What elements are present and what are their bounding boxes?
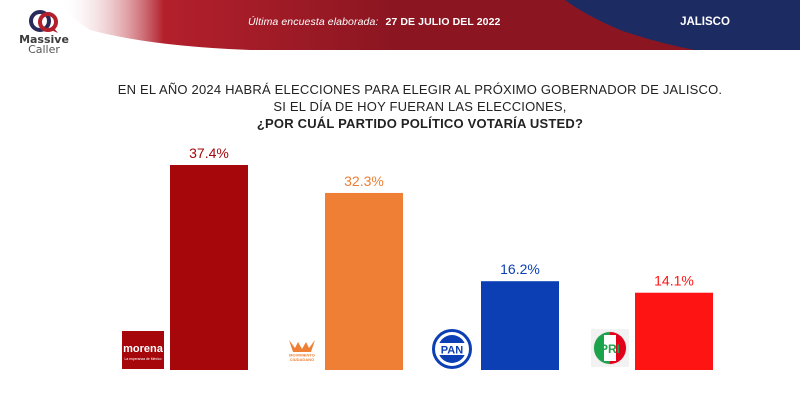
brand-logo: Massive Caller [14, 6, 74, 64]
region-label: JALISCO [680, 16, 730, 28]
pan-logo-icon: PAN [432, 329, 472, 369]
survey-label: Última encuesta elaborada: [248, 16, 379, 28]
data-label-mc: 32.3% [344, 173, 384, 189]
pri-logo: PRI [591, 329, 629, 367]
header-background [60, 0, 800, 50]
pan-logo: PAN [432, 329, 472, 369]
brand-line1: Massive [19, 33, 69, 46]
survey-date: 27 DE JULIO DEL 2022 [385, 16, 501, 28]
question-line2: SI EL DÍA DE HOY FUERAN LAS ELECCIONES, [273, 99, 567, 114]
bar-morena [170, 165, 248, 370]
question-line3: ¿POR CUÁL PARTIDO POLÍTICO VOTARÍA USTED… [256, 116, 584, 131]
massive-caller-icon [29, 10, 58, 33]
mc-logo: MOVIMIENTO CIUDADANO [285, 334, 319, 362]
morena-logo: morena La esperanza de México [122, 331, 164, 369]
data-label-morena: 37.4% [189, 145, 229, 161]
bar-chart: 37.4% 32.3% 16.2% 14.1% [170, 145, 713, 370]
morena-logo-subtext: La esperanza de México [125, 357, 162, 361]
mc-logo-icon: MOVIMIENTO CIUDADANO [289, 340, 315, 362]
brand-line2: Caller [28, 43, 60, 56]
mc-logo-text2: CIUDADANO [290, 357, 314, 362]
header-bar [0, 0, 800, 50]
morena-logo-text: morena [123, 343, 164, 355]
data-label-pan: 16.2% [500, 261, 540, 277]
morena-logo-icon: morena La esperanza de México [122, 331, 164, 369]
pri-logo-text: PRI [600, 342, 620, 356]
bar-mc [325, 192, 403, 370]
survey-date-line: Última encuesta elaborada: 27 DE JULIO D… [248, 16, 501, 28]
brand-name: Massive Caller [14, 33, 74, 56]
pri-logo-icon: PRI [591, 329, 629, 367]
question-line1: EN EL AÑO 2024 HABRÁ ELECCIONES PARA ELE… [117, 82, 723, 97]
bar-pri [635, 292, 713, 370]
data-label-pri: 14.1% [654, 273, 694, 289]
bar-pan [481, 281, 559, 370]
question-text: EN EL AÑO 2024 HABRÁ ELECCIONES PARA ELE… [60, 81, 780, 132]
pan-logo-text: PAN [441, 345, 463, 357]
mc-logo-text1: MOVIMIENTO [289, 353, 315, 358]
